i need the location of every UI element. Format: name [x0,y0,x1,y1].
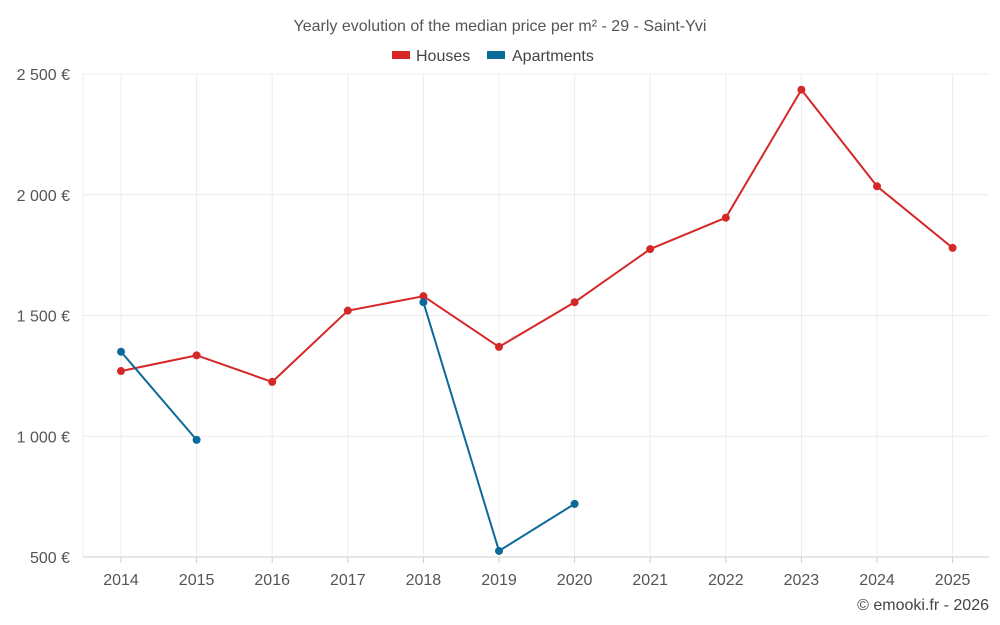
data-point-houses-2021[interactable] [646,245,655,254]
x-tick-label: 2022 [708,572,744,589]
data-point-houses-2014[interactable] [117,367,125,376]
x-tick-label: 2021 [632,572,668,589]
x-tick-label: 2024 [859,572,895,589]
series-lines [120,88,954,552]
data-point-apartments-2018[interactable] [419,298,428,307]
gridlines [82,73,989,558]
data-point-houses-2018[interactable] [419,292,428,301]
x-tick-label: 2015 [179,572,215,589]
data-point-apartments-2020[interactable] [570,499,579,508]
data-point-houses-2022[interactable] [721,213,730,222]
data-point-apartments-2019[interactable] [495,546,503,555]
data-point-houses-2024[interactable] [873,182,881,191]
data-point-houses-2023[interactable] [797,85,806,94]
legend-swatch-houses [392,51,410,59]
x-axis-ticks: 2014 2015 2016 2017 2018 2019 2020 2021 2022 2023… [103,557,970,589]
data-point-houses-2015[interactable] [192,351,201,360]
y-tick-label: 500 € [30,550,70,567]
legend-label-apartments[interactable]: Apartments [512,48,594,65]
chart-title: Yearly evolution of the median price per… [294,18,707,35]
x-tick-label: 2014 [103,572,139,589]
credit-text[interactable]: © emooki.fr - 2026 [857,597,989,614]
series-points [117,85,957,555]
legend-label-houses[interactable]: Houses [416,48,470,65]
series-line-houses [120,88,954,383]
series-line-apartments [120,351,198,441]
y-tick-label: 2 000 € [17,188,70,205]
y-tick-label: 2 500 € [17,67,70,84]
data-point-houses-2019[interactable] [495,342,503,351]
legend: Houses Apartments [392,48,594,65]
data-point-houses-2020[interactable] [570,298,579,307]
data-point-apartments-2015[interactable] [192,435,201,444]
x-tick-label: 2019 [481,572,517,589]
x-tick-label: 2018 [406,572,442,589]
y-axis-ticks: 500 € 1 000 € 1 500 € 2 000 € 2 500 € [17,67,70,567]
x-tick-label: 2020 [557,572,593,589]
legend-swatch-apartments [487,51,505,59]
data-point-houses-2016[interactable] [268,377,277,386]
x-tick-label: 2025 [935,572,971,589]
x-tick-label: 2017 [330,572,366,589]
data-point-houses-2017[interactable] [343,306,352,315]
data-point-apartments-2014[interactable] [117,347,125,356]
x-tick-label: 2023 [784,572,820,589]
x-tick-label: 2016 [254,572,290,589]
y-tick-label: 1 000 € [17,429,70,446]
y-tick-label: 1 500 € [17,309,70,326]
data-point-houses-2025[interactable] [948,243,957,252]
